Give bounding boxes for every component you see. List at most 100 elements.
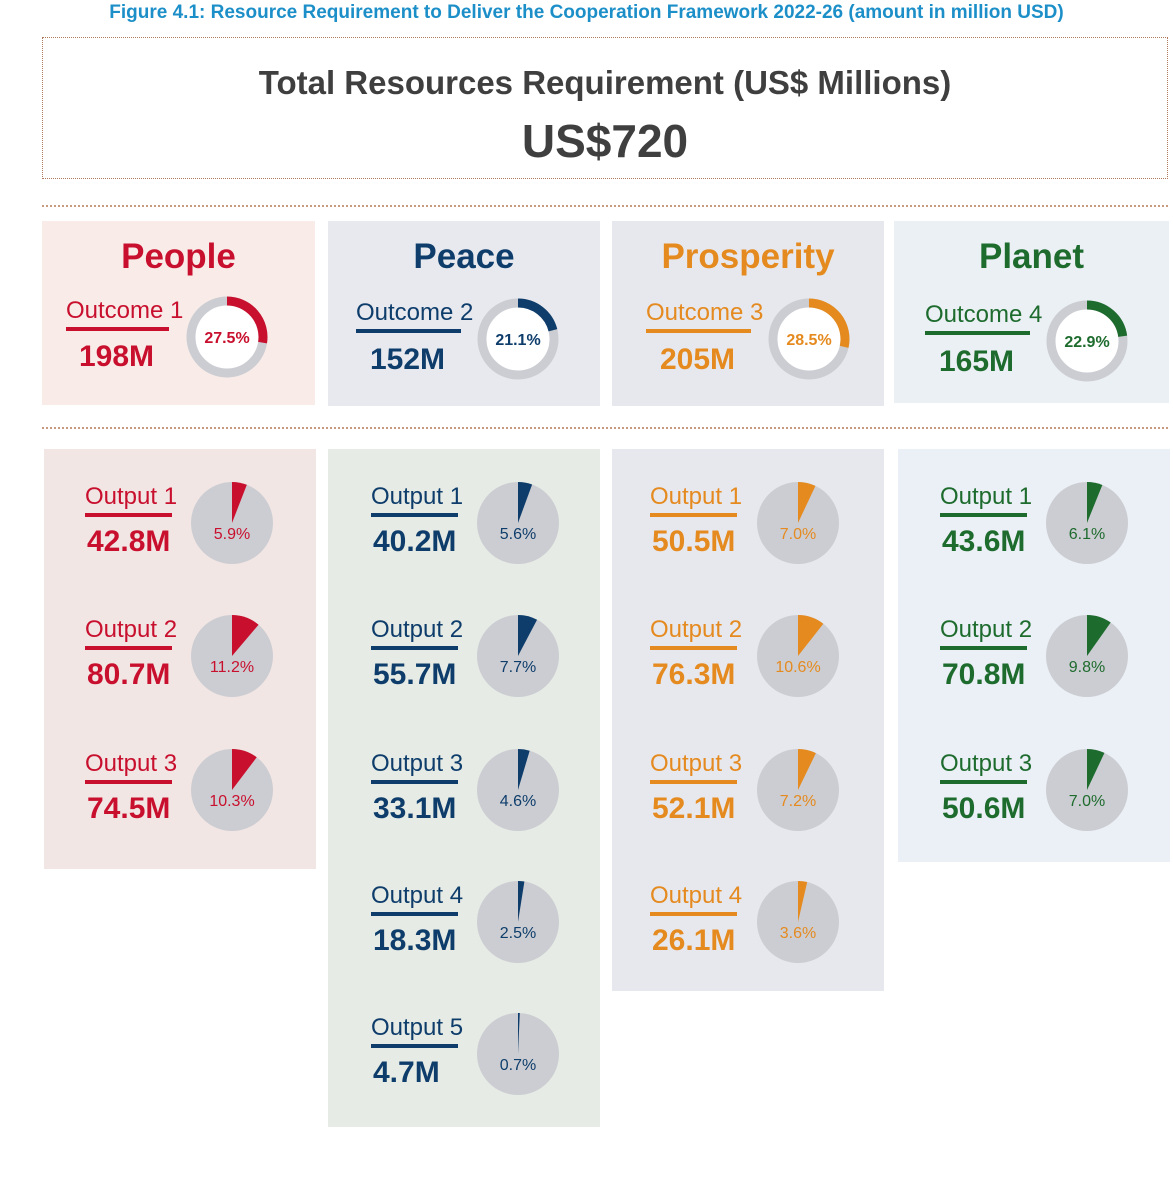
total-resources-label: Total Resources Requirement (US$ Million…: [258, 64, 952, 101]
people-outcome-percent: 27.5%: [204, 330, 249, 347]
peace-pillar-name: Peace: [413, 237, 515, 276]
peace-output-5-label: Output 5: [371, 1014, 463, 1048]
peace-output-3-pie: 4.6%: [477, 749, 559, 831]
peace-output-2-pie-slice: [518, 615, 538, 656]
prosperity-output-1-pie: 7.0%: [757, 482, 839, 564]
prosperity-outcome-donut-arc: [808, 298, 850, 348]
planet-output-1-pie-slice: [1087, 482, 1103, 523]
planet-output-1-percent: 6.1%: [1069, 526, 1105, 543]
peace-output-2-pie: 7.7%: [477, 615, 559, 697]
peace-output-2-percent: 7.7%: [500, 659, 536, 676]
people-output-2-label: Output 2: [85, 616, 177, 650]
peace-output-3-pie-slice: [518, 749, 530, 790]
planet-output-2-percent: 9.8%: [1069, 659, 1105, 676]
prosperity-output-4-value: 26.1M: [652, 924, 736, 957]
peace-output-2-label: Output 2: [371, 616, 463, 650]
prosperity-output-3-label: Output 3: [650, 750, 742, 784]
peace-output-5-pie-slice: [518, 1013, 520, 1054]
prosperity-output-4-pie-slice: [798, 881, 808, 922]
people-output-3-pie-slice: [232, 749, 257, 790]
planet-outcome-percent: 22.9%: [1064, 334, 1109, 351]
prosperity-output-2-pie-slice: [798, 615, 824, 656]
people-output-1-percent: 5.9%: [214, 526, 250, 543]
planet-output-2-value: 70.8M: [942, 658, 1026, 691]
people-output-1-pie-slice: [232, 482, 247, 523]
people-output-1-label: Output 1: [85, 483, 177, 517]
peace-output-1-label: Output 1: [371, 483, 463, 517]
planet-output-1-value: 43.6M: [942, 525, 1026, 558]
prosperity-output-4-label: Output 4: [650, 882, 742, 916]
people-outcome-donut-arc: [226, 296, 268, 344]
peace-output-1-percent: 5.6%: [500, 526, 536, 543]
peace-output-4-percent: 2.5%: [500, 925, 536, 942]
planet-outcome-donut-arc: [1086, 300, 1128, 338]
peace-output-2-value: 55.7M: [373, 658, 457, 691]
peace-output-1-value: 40.2M: [373, 525, 457, 558]
planet-pillar-name: Planet: [978, 237, 1085, 276]
prosperity-outcome-value: 205M: [660, 343, 736, 376]
planet-output-3-percent: 7.0%: [1069, 793, 1105, 810]
prosperity-outcome-percent: 28.5%: [786, 332, 831, 349]
prosperity-outcome-donut: 28.5%: [768, 298, 850, 380]
people-output-1-value: 42.8M: [87, 525, 171, 558]
people-output-2-pie-slice: [232, 615, 259, 656]
peace-output-5-percent: 0.7%: [500, 1057, 536, 1074]
total-resources-value: US$720: [521, 115, 689, 167]
prosperity-output-2-pie: 10.6%: [757, 615, 839, 697]
planet-outcome-donut: 22.9%: [1046, 300, 1128, 382]
prosperity-output-1-percent: 7.0%: [780, 526, 816, 543]
people-output-2-value: 80.7M: [87, 658, 171, 691]
peace-output-1-pie: 5.6%: [477, 482, 559, 564]
peace-outcome-donut: 21.1%: [477, 298, 559, 380]
prosperity-output-1-value: 50.5M: [652, 525, 736, 558]
divider-middle: [42, 427, 1168, 429]
peace-output-3-percent: 4.6%: [500, 793, 536, 810]
prosperity-output-3-pie-slice: [798, 749, 816, 790]
peace-output-4-pie-slice: [518, 881, 525, 922]
peace-outcome-percent: 21.1%: [495, 332, 540, 349]
people-output-3-pie: 10.3%: [191, 749, 273, 831]
peace-output-5-value: 4.7M: [373, 1056, 440, 1089]
peace-outcome-label: Outcome 2: [356, 299, 473, 333]
peace-output-4-label: Output 4: [371, 882, 463, 916]
people-pillar-name: People: [121, 237, 236, 276]
peace-output-3-value: 33.1M: [373, 792, 457, 825]
total-resources-box: Total Resources Requirement (US$ Million…: [42, 37, 1168, 179]
planet-output-1-label: Output 1: [940, 483, 1032, 517]
peace-outcome-value: 152M: [370, 343, 446, 376]
prosperity-outcome-label: Outcome 3: [646, 299, 763, 333]
prosperity-output-2-percent: 10.6%: [775, 659, 820, 676]
prosperity-output-1-pie-slice: [798, 482, 816, 523]
prosperity-output-3-pie: 7.2%: [757, 749, 839, 831]
figure-title: Figure 4.1: Resource Requirement to Deli…: [109, 2, 1064, 23]
prosperity-output-4-percent: 3.6%: [780, 925, 816, 942]
peace-outcome-donut-arc: [517, 298, 558, 332]
planet-output-3-pie: 7.0%: [1046, 749, 1128, 831]
planet-output-3-pie-slice: [1087, 749, 1105, 790]
people-outcome-value: 198M: [79, 340, 155, 373]
prosperity-pillar-name: Prosperity: [661, 237, 835, 276]
prosperity-outputs-panel: [612, 449, 884, 991]
prosperity-output-3-percent: 7.2%: [780, 793, 816, 810]
peace-outcome-panel: Peace: [328, 221, 600, 406]
planet-outcome-value: 165M: [939, 345, 1015, 378]
people-output-1-pie: 5.9%: [191, 482, 273, 564]
planet-output-3-value: 50.6M: [942, 792, 1026, 825]
prosperity-output-3-value: 52.1M: [652, 792, 736, 825]
planet-outcome-panel: Planet: [894, 221, 1169, 403]
divider-top: [42, 205, 1168, 207]
prosperity-output-1-label: Output 1: [650, 483, 742, 517]
prosperity-output-2-label: Output 2: [650, 616, 742, 650]
people-outcome-label: Outcome 1: [66, 297, 183, 331]
people-outcome-panel: People: [42, 221, 315, 405]
peace-output-3-label: Output 3: [371, 750, 463, 784]
planet-output-2-pie: 9.8%: [1046, 615, 1128, 697]
people-output-3-value: 74.5M: [87, 792, 171, 825]
planet-output-3-label: Output 3: [940, 750, 1032, 784]
planet-output-2-label: Output 2: [940, 616, 1032, 650]
peace-output-4-pie: 2.5%: [477, 881, 559, 963]
planet-output-2-pie-slice: [1087, 615, 1111, 656]
peace-output-4-value: 18.3M: [373, 924, 457, 957]
peace-output-1-pie-slice: [518, 482, 533, 523]
prosperity-output-2-value: 76.3M: [652, 658, 736, 691]
